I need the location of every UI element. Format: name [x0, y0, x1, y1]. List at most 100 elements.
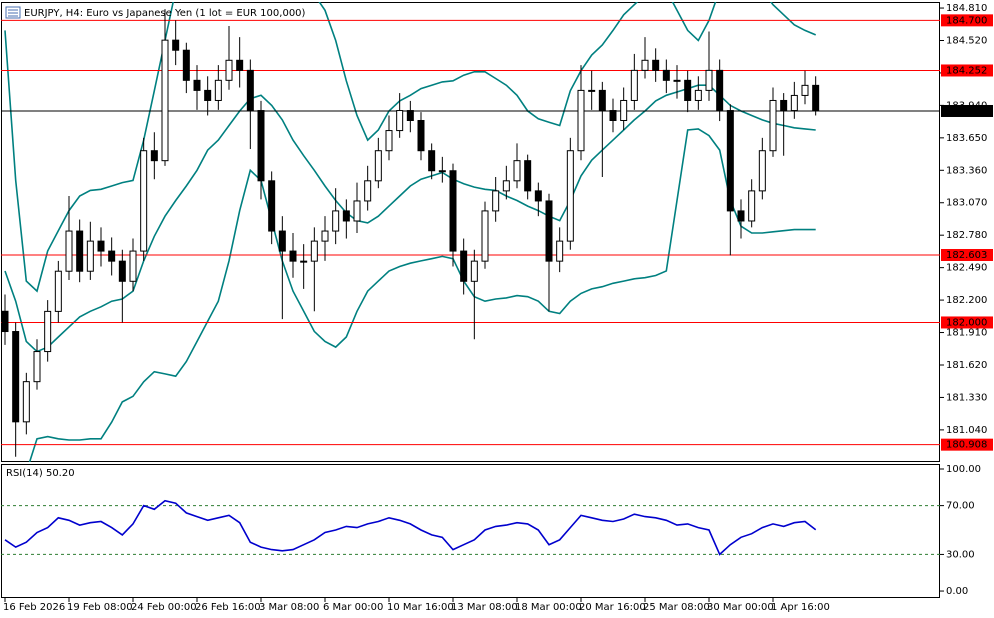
candle-body	[278, 230, 286, 252]
y-tick-label: 70.00	[946, 501, 975, 512]
y-tick-label: 0.00	[946, 586, 968, 597]
level-label-box	[941, 316, 993, 329]
candle-body	[609, 110, 617, 121]
candle-body	[801, 84, 809, 96]
candle-body	[22, 381, 30, 423]
y-tick-label: 183.650	[946, 133, 987, 144]
candle-body	[300, 260, 308, 263]
level-label: 184.252	[946, 65, 987, 76]
candle-body	[268, 180, 276, 232]
series-line	[4, 2, 817, 293]
candle-body	[449, 170, 457, 252]
candle-body	[630, 69, 638, 101]
candle-body	[182, 49, 190, 81]
candle-body	[321, 230, 329, 242]
candle-body	[364, 180, 372, 202]
candle-body	[758, 150, 766, 192]
candle-body	[353, 200, 361, 222]
candle-body	[438, 170, 446, 173]
candle-body	[513, 160, 521, 182]
y-tick-label: 181.330	[946, 392, 987, 403]
candle-body	[588, 89, 596, 92]
candle-body	[566, 150, 574, 242]
candle-body	[214, 79, 222, 101]
candle-body	[108, 250, 116, 262]
x-tick-label: 3 Mar 08:00	[259, 602, 319, 613]
candle-body	[737, 210, 745, 222]
level-label-box	[941, 64, 993, 77]
candle-body	[374, 150, 382, 182]
y-tick-label: 182.200	[946, 295, 987, 306]
candle-body	[1, 310, 9, 333]
x-tick-label: 26 Feb 16:00	[195, 602, 261, 613]
x-tick-label: 19 Feb 08:00	[67, 602, 133, 613]
candle-body	[86, 240, 94, 272]
candle-body	[54, 270, 62, 312]
candle-body	[524, 160, 532, 192]
candle-body	[470, 260, 478, 282]
candle-body	[652, 59, 660, 71]
candle-body	[417, 119, 425, 152]
level-label: 183.890	[946, 106, 987, 117]
x-tick-label: 20 Mar 16:00	[579, 602, 646, 613]
candle-body	[598, 89, 606, 112]
level-label-box	[941, 248, 993, 261]
candle-body	[396, 110, 404, 132]
candle-body	[97, 240, 105, 252]
candle-body	[780, 99, 788, 112]
candle-body	[332, 210, 340, 232]
candle-body	[577, 89, 585, 152]
candle-body	[556, 240, 564, 262]
candle-body	[769, 99, 777, 152]
candle-body	[76, 230, 84, 272]
level-label: 184.700	[946, 15, 987, 26]
y-tick-label: 181.040	[946, 425, 987, 436]
x-tick-label: 30 Mar 00:00	[707, 602, 774, 613]
y-tick-label: 30.00	[946, 549, 975, 560]
series-line	[4, 499, 817, 556]
x-tick-label: 16 Feb 2026	[3, 602, 65, 613]
x-tick-label: 25 Mar 08:00	[643, 602, 710, 613]
candle-body	[790, 94, 798, 112]
candle-body	[310, 240, 318, 262]
candle-body	[257, 110, 265, 182]
candle-body	[150, 150, 158, 162]
level-label-box	[941, 14, 993, 27]
candle-body	[641, 59, 649, 71]
x-tick-label: 6 Mar 00:00	[323, 602, 383, 613]
candle-body	[716, 69, 724, 112]
y-tick-label: 182.780	[946, 230, 987, 241]
level-label: 182.603	[946, 250, 987, 261]
y-tick-label: 181.910	[946, 328, 987, 339]
candle-body	[172, 39, 180, 51]
candle-body	[534, 190, 542, 202]
candle-body	[492, 190, 500, 212]
y-tick-label: 182.490	[946, 263, 987, 274]
candle-body	[673, 79, 681, 82]
candle-body	[33, 351, 41, 383]
level-label-box	[941, 438, 993, 451]
x-tick-label: 1 Apr 16:00	[771, 602, 830, 613]
y-tick-label: 181.620	[946, 360, 987, 371]
chart-title: EURJPY, H4: Euro vs Japanese Yen (1 lot …	[24, 8, 306, 19]
candle-body	[140, 150, 148, 252]
candle-body	[684, 79, 692, 101]
candle-body	[748, 190, 756, 222]
candle-body	[236, 59, 244, 71]
candle-body	[385, 130, 393, 152]
candle-body	[694, 89, 702, 101]
level-label: 182.000	[946, 317, 987, 328]
candle-body	[481, 210, 489, 262]
level-label-box	[941, 104, 993, 117]
rsi-plot	[1, 499, 940, 556]
main-plot	[1, 2, 940, 462]
candle-body	[342, 210, 350, 222]
candle-body	[812, 84, 820, 112]
x-tick-label: 10 Mar 16:00	[387, 602, 454, 613]
candle-body	[620, 99, 628, 121]
candle-body	[65, 230, 73, 272]
y-tick-label: 100.00	[946, 464, 981, 475]
candle-body	[289, 250, 297, 262]
candle-body	[406, 110, 414, 121]
